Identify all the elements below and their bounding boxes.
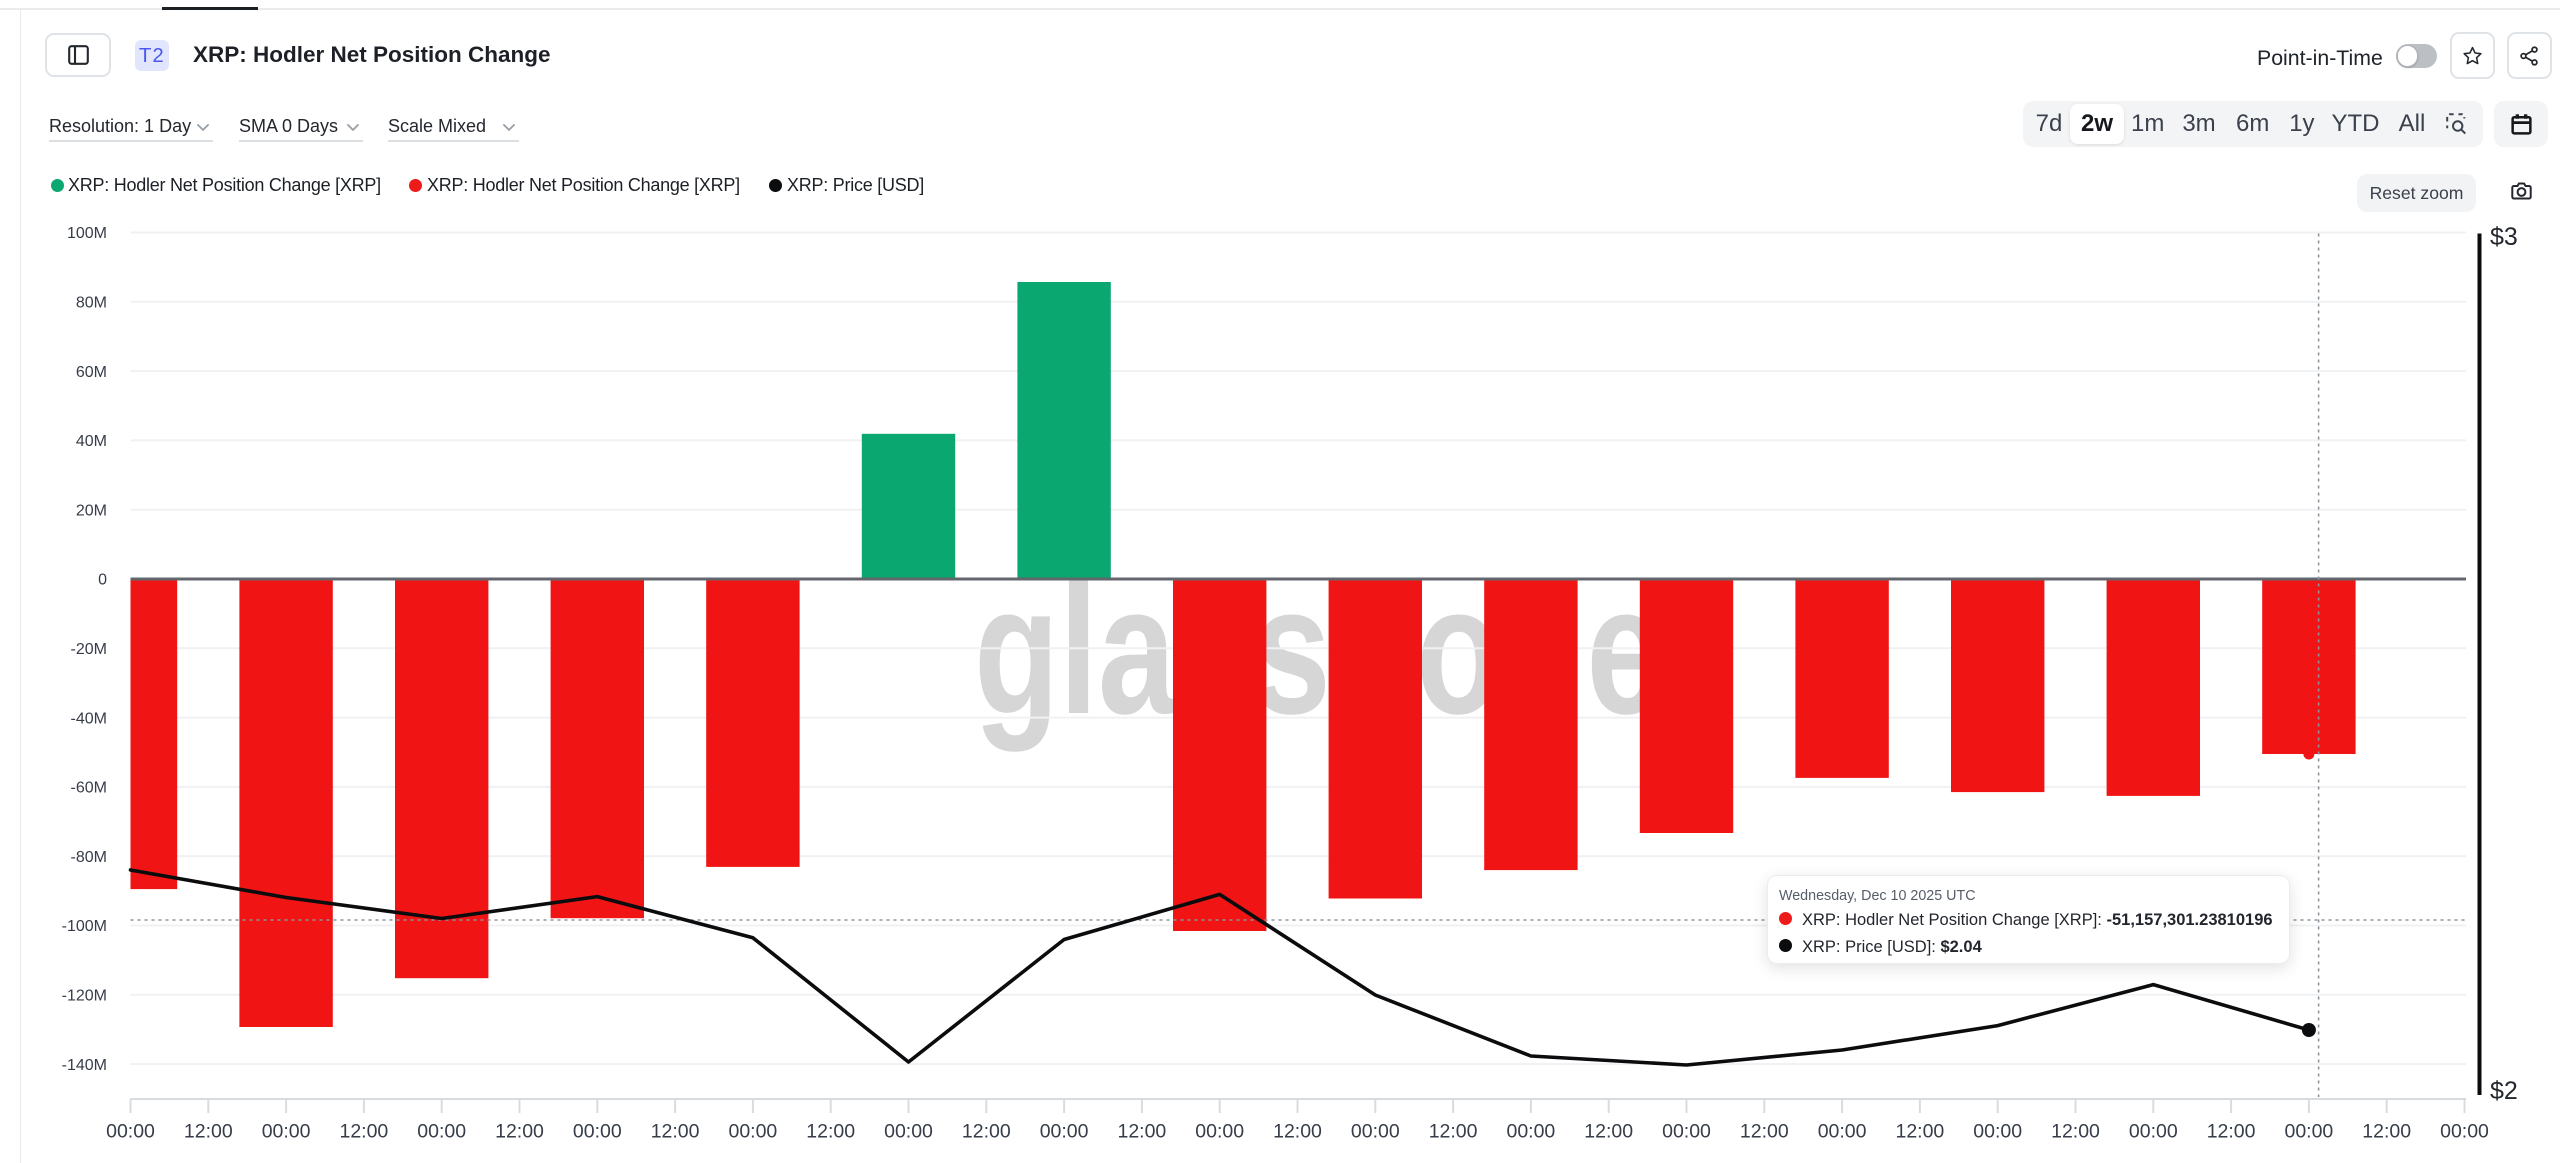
svg-text:12:00: 12:00 [1273, 1121, 1322, 1143]
svg-text:00:00: 00:00 [1351, 1121, 1400, 1143]
svg-text:-100M: -100M [62, 918, 107, 935]
svg-text:00:00: 00:00 [573, 1121, 622, 1143]
svg-text:20M: 20M [76, 502, 107, 519]
svg-text:00:00: 00:00 [106, 1121, 155, 1143]
svg-text:12:00: 12:00 [339, 1121, 388, 1143]
svg-text:60M: 60M [76, 364, 107, 381]
svg-text:00:00: 00:00 [1195, 1121, 1244, 1143]
svg-text:00:00: 00:00 [262, 1121, 311, 1143]
svg-text:00:00: 00:00 [2284, 1121, 2333, 1143]
svg-text:12:00: 12:00 [2051, 1121, 2100, 1143]
svg-text:12:00: 12:00 [1584, 1121, 1633, 1143]
svg-text:0: 0 [98, 572, 107, 589]
svg-text:100M: 100M [67, 225, 107, 242]
svg-text:12:00: 12:00 [1740, 1121, 1789, 1143]
svg-text:$3: $3 [2490, 223, 2518, 251]
svg-text:00:00: 00:00 [1506, 1121, 1555, 1143]
svg-text:12:00: 12:00 [1429, 1121, 1478, 1143]
svg-text:00:00: 00:00 [728, 1121, 777, 1143]
svg-text:-140M: -140M [62, 1057, 107, 1074]
svg-text:00:00: 00:00 [1662, 1121, 1711, 1143]
svg-text:00:00: 00:00 [884, 1121, 933, 1143]
svg-text:12:00: 12:00 [2207, 1121, 2256, 1143]
svg-text:12:00: 12:00 [1895, 1121, 1944, 1143]
svg-text:40M: 40M [76, 433, 107, 450]
svg-text:00:00: 00:00 [2440, 1121, 2489, 1143]
svg-text:12:00: 12:00 [2362, 1121, 2411, 1143]
svg-text:$2: $2 [2490, 1077, 2518, 1105]
svg-text:12:00: 12:00 [184, 1121, 233, 1143]
svg-text:12:00: 12:00 [962, 1121, 1011, 1143]
svg-text:00:00: 00:00 [417, 1121, 466, 1143]
svg-text:80M: 80M [76, 295, 107, 312]
svg-text:00:00: 00:00 [2129, 1121, 2178, 1143]
svg-text:-80M: -80M [71, 849, 107, 866]
svg-text:00:00: 00:00 [1973, 1121, 2022, 1143]
svg-text:12:00: 12:00 [806, 1121, 855, 1143]
svg-text:-120M: -120M [62, 988, 107, 1005]
svg-text:12:00: 12:00 [1117, 1121, 1166, 1143]
svg-text:00:00: 00:00 [1818, 1121, 1867, 1143]
svg-text:-40M: -40M [71, 710, 107, 727]
svg-text:-20M: -20M [71, 641, 107, 658]
svg-text:12:00: 12:00 [651, 1121, 700, 1143]
svg-text:-60M: -60M [71, 780, 107, 797]
svg-text:12:00: 12:00 [495, 1121, 544, 1143]
svg-text:00:00: 00:00 [1040, 1121, 1089, 1143]
